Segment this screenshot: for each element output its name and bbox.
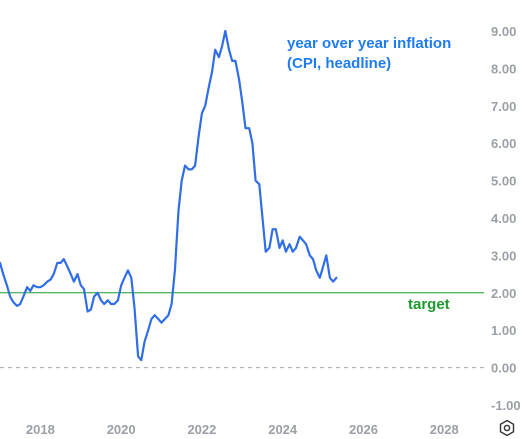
y-tick-label: 2.00 [491,286,516,301]
x-tick-label: 2018 [26,422,55,437]
x-tick-label: 2020 [107,422,136,437]
x-axis: 2018 2020 2022 2024 2026 2028 [26,422,459,437]
target-label: target [408,296,450,313]
y-tick-label: 1.00 [491,323,516,338]
x-tick-label: 2024 [268,422,298,437]
y-tick-label: -1.00 [491,398,521,413]
gear-icon-graphic [499,419,515,437]
y-tick-label: 6.00 [491,136,516,151]
y-tick-label: 9.00 [491,24,516,39]
y-tick-label: 4.00 [491,211,516,226]
chart-title-line-2: (CPI, headline) [287,55,391,72]
grid-layer [0,292,484,369]
y-tick-label: 3.00 [491,248,516,263]
settings-gear-icon[interactable] [498,419,516,437]
series-layer [0,29,338,362]
y-tick-label: 7.00 [491,99,516,114]
x-tick-label: 2028 [430,422,459,437]
y-tick-label: 0.00 [491,361,516,376]
y-tick-label: 5.00 [491,174,516,189]
x-tick-label: 2026 [349,422,378,437]
series-line [0,29,338,362]
y-axis: 9.00 8.00 7.00 6.00 5.00 4.00 3.00 2.00 1.00 0.00… [491,24,521,413]
chart-title-line-1: year over year inflation [287,35,451,52]
x-tick-label: 2022 [187,422,216,437]
y-tick-label: 8.00 [491,61,516,76]
